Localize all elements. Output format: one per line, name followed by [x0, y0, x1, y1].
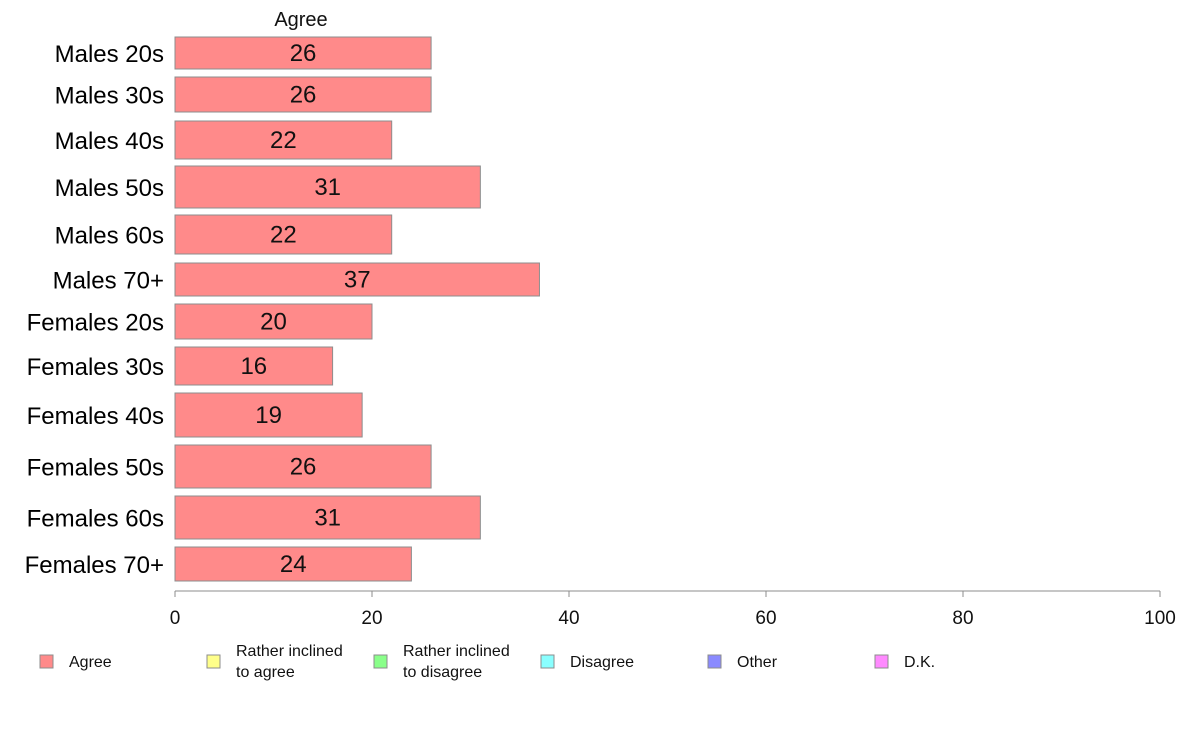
category-label: Males 50s: [55, 175, 164, 202]
category-label: Females 70+: [25, 552, 164, 579]
x-axis: 0 20 40 60 80 100: [170, 590, 1176, 629]
legend-label: Other: [737, 654, 778, 671]
legend-swatch: [39, 654, 54, 669]
legend-label: Disagree: [570, 654, 634, 671]
data-label: 26: [290, 82, 317, 109]
data-label: 26: [290, 454, 317, 481]
data-label: 31: [314, 505, 341, 532]
x-tick-label: 60: [755, 608, 776, 629]
legend: Agree Rather inclined to agree Rather incli…: [39, 643, 935, 681]
bar-males-20s: [174, 36, 432, 70]
data-label: 24: [280, 551, 307, 578]
data-label: 37: [344, 267, 371, 294]
legend-swatch: [206, 654, 221, 669]
legend-item: Other: [707, 654, 778, 671]
category-label: Males 40s: [55, 128, 164, 155]
category-label: Males 20s: [55, 41, 164, 68]
data-label: 26: [290, 40, 317, 67]
bar-females-40s: [174, 392, 363, 438]
legend-swatch: [707, 654, 722, 669]
category-label: Females 60s: [27, 506, 164, 533]
legend-item: Agree: [39, 654, 112, 671]
series-header: Agree: [274, 9, 327, 31]
data-label: 31: [314, 174, 341, 201]
legend-label: Rather inclined to agree: [236, 643, 343, 681]
x-tick-label: 0: [170, 608, 181, 629]
data-label: 19: [255, 402, 282, 429]
data-label: 22: [270, 222, 297, 249]
bar-males-50s: [174, 165, 481, 209]
legend-swatch: [540, 654, 555, 669]
bar-females-50s: [174, 444, 432, 489]
x-tick-label: 20: [361, 608, 382, 629]
data-label: 22: [270, 127, 297, 154]
category-label: Females 20s: [27, 310, 164, 337]
bar-males-30s: [174, 76, 432, 113]
legend-item: Rather inclined to disagree: [373, 643, 510, 681]
category-label: Males 60s: [55, 223, 164, 250]
bar-males-70plus: [174, 262, 540, 297]
bar-females-30s: [174, 346, 334, 386]
bar-series-agree: 26 26 22 31 22 37 20 16 19 26 31 24: [174, 36, 540, 582]
category-label: Females 50s: [27, 455, 164, 482]
legend-label: Agree: [69, 654, 112, 671]
legend-label: Rather inclined to disagree: [403, 643, 510, 681]
legend-item: D.K.: [874, 654, 935, 671]
category-label: Females 40s: [27, 403, 164, 430]
legend-item: Disagree: [540, 654, 634, 671]
legend-swatch: [874, 654, 889, 669]
legend-swatch: [373, 654, 388, 669]
category-labels: Males 20s Males 30s Males 40s Males 50s Male…: [25, 41, 164, 579]
x-tick-label: 40: [558, 608, 579, 629]
data-label: 16: [240, 353, 267, 380]
bar-females-60s: [174, 495, 481, 540]
legend-item: Rather inclined to agree: [206, 643, 343, 681]
bar-males-60s: [174, 214, 393, 255]
category-label: Females 30s: [27, 354, 164, 381]
category-label: Males 30s: [55, 83, 164, 110]
category-label: Males 70+: [53, 268, 164, 295]
bar-females-20s: [174, 303, 373, 340]
x-tick-label: 80: [952, 608, 973, 629]
bar-males-40s: [174, 120, 393, 160]
x-tick-label: 100: [1144, 608, 1176, 629]
data-label: 20: [260, 309, 287, 336]
legend-label: D.K.: [904, 654, 935, 671]
bar-females-70plus: [174, 546, 412, 582]
